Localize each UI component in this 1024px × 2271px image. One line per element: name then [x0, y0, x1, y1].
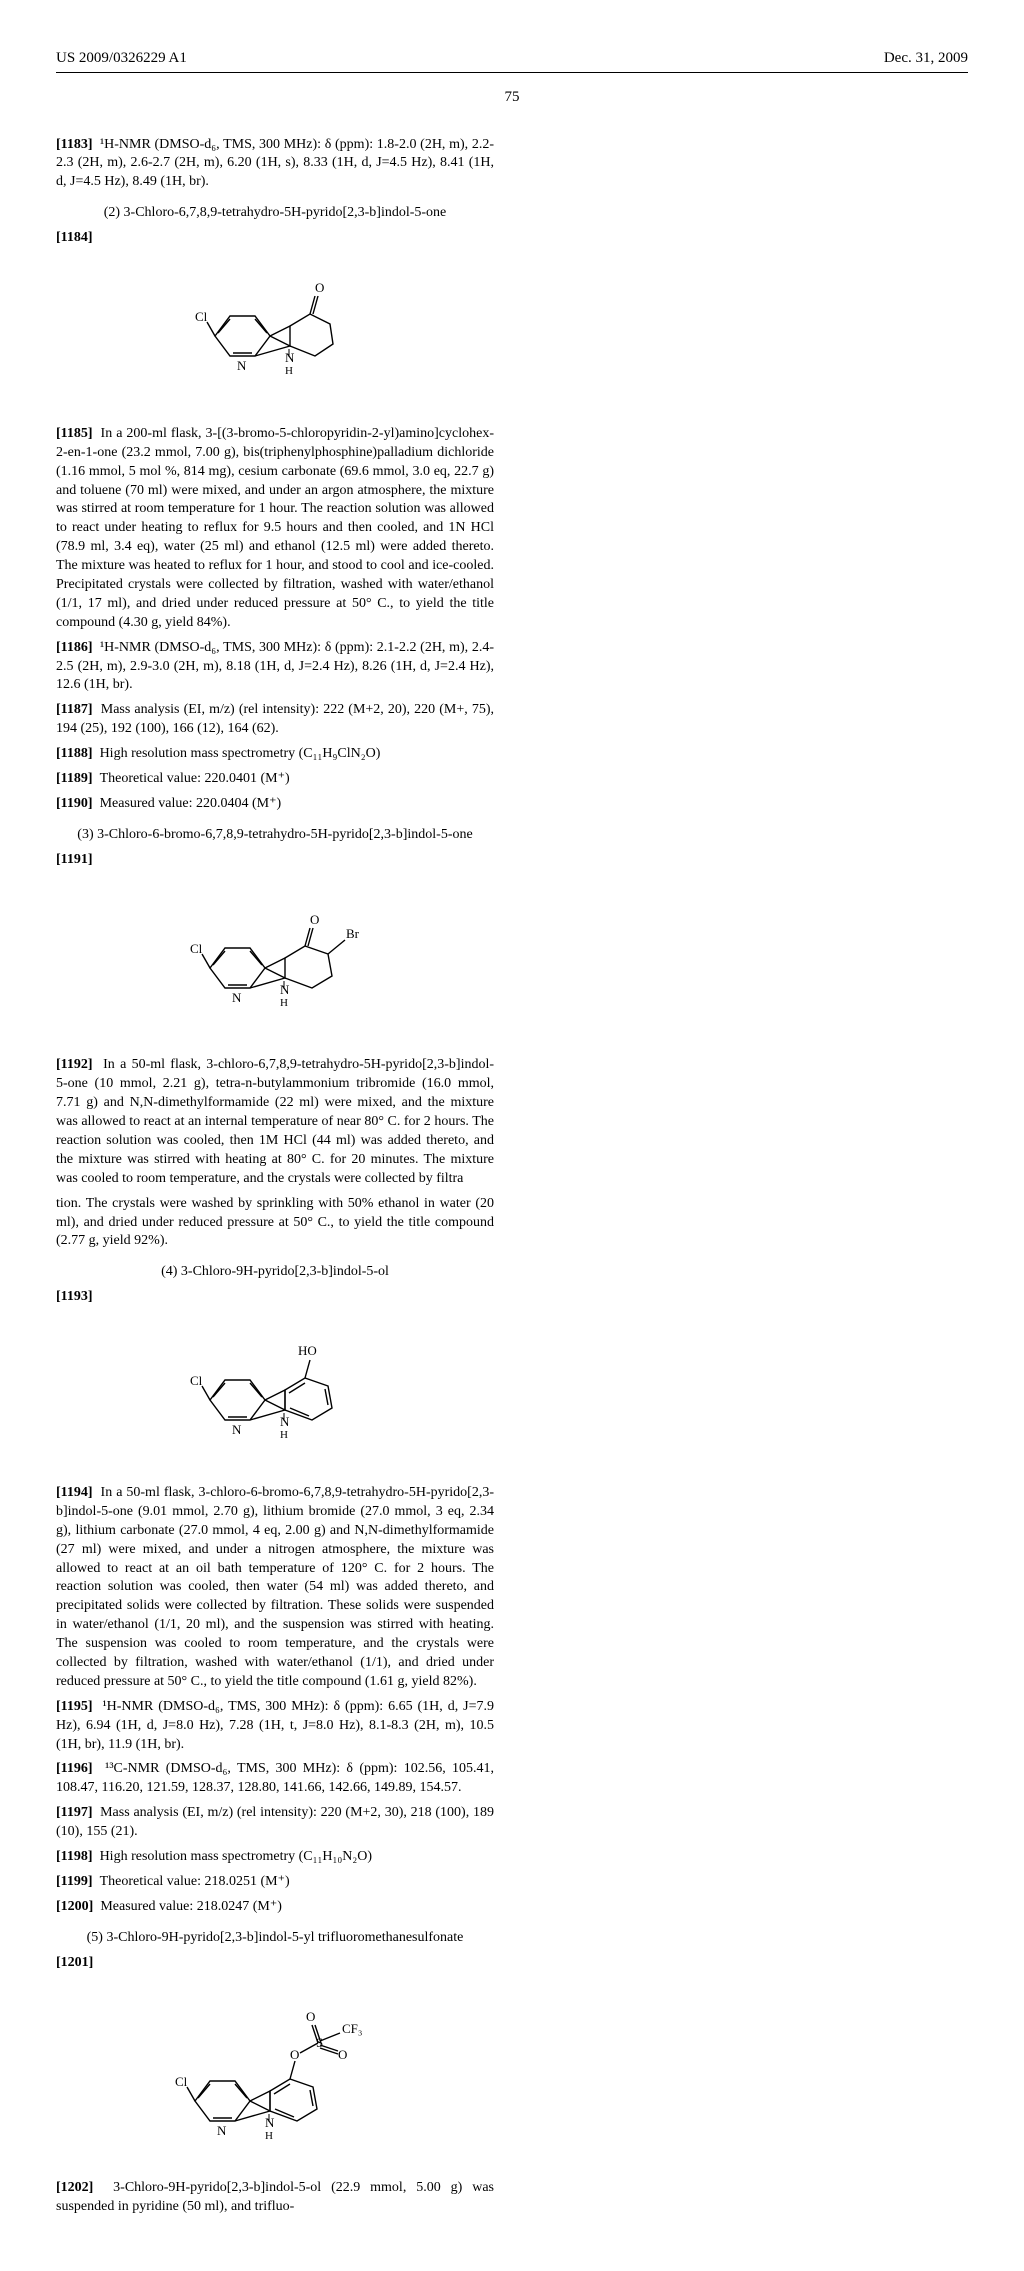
publication-date: Dec. 31, 2009: [884, 48, 968, 68]
para-text: In a 200-ml flask, 3-[(3-bromo-5-chlorop…: [56, 426, 494, 630]
page-number: 75: [56, 87, 968, 107]
para-num: [1188]: [56, 746, 93, 761]
para-1193: [1193]: [56, 1288, 494, 1307]
para-1188: [1188] High resolution mass spectrometry…: [56, 745, 494, 764]
para-num: [1199]: [56, 1874, 93, 1889]
para-text: ¹H-NMR (DMSO-d₆, TMS, 300 MHz): δ (ppm):…: [56, 1699, 494, 1752]
svg-text:H: H: [280, 997, 288, 1009]
svg-text:N: N: [280, 1414, 290, 1429]
structure-3: Cl N N H O Br: [56, 888, 494, 1035]
para-1186: [1186] ¹H-NMR (DMSO-d₆, TMS, 300 MHz): δ…: [56, 639, 494, 696]
para-num: [1201]: [56, 1955, 93, 1970]
para-num: [1193]: [56, 1289, 93, 1304]
para-num: [1184]: [56, 230, 93, 245]
svg-text:Cl: Cl: [190, 1373, 203, 1388]
content-columns: [1183] ¹H-NMR (DMSO-d₆, TMS, 300 MHz): δ…: [56, 136, 968, 2224]
compound-title-4: (4) 3-Chloro-9H-pyrido[2,3-b]indol-5-ol: [56, 1263, 494, 1282]
para-text: High resolution mass spectrometry (C₁₁H₉…: [100, 746, 381, 761]
para-num: [1186]: [56, 640, 93, 655]
para-num: [1202]: [56, 2180, 93, 2195]
svg-text:H: H: [280, 1429, 288, 1441]
para-1183: [1183] ¹H-NMR (DMSO-d₆, TMS, 300 MHz): δ…: [56, 136, 494, 193]
svg-text:Cl: Cl: [175, 2074, 188, 2089]
compound-title-5: (5) 3-Chloro-9H-pyrido[2,3-b]indol-5-yl …: [56, 1929, 494, 1948]
para-text: Mass analysis (EI, m/z) (rel intensity):…: [56, 1805, 494, 1839]
compound-title-3: (3) 3-Chloro-6-bromo-6,7,8,9-tetrahydro-…: [56, 826, 494, 845]
para-1199: [1199] Theoretical value: 218.0251 (M⁺): [56, 1873, 494, 1892]
svg-text:O: O: [306, 2009, 315, 2024]
svg-text:Cl: Cl: [195, 309, 208, 324]
svg-text:N: N: [265, 2115, 275, 2130]
para-1200: [1200] Measured value: 218.0247 (M⁺): [56, 1898, 494, 1917]
para-num: [1190]: [56, 796, 93, 811]
para-num: [1196]: [56, 1761, 93, 1776]
svg-text:N: N: [232, 1422, 242, 1437]
para-1201: [1201]: [56, 1954, 494, 1973]
svg-text:S: S: [316, 2035, 323, 2050]
svg-text:N: N: [237, 358, 247, 373]
para-text: In a 50-ml flask, 3-chloro-6-bromo-6,7,8…: [56, 1485, 494, 1689]
svg-text:N: N: [280, 982, 290, 997]
para-num: [1194]: [56, 1485, 93, 1500]
para-num: [1191]: [56, 852, 93, 867]
para-1195: [1195] ¹H-NMR (DMSO-d₆, TMS, 300 MHz): δ…: [56, 1698, 494, 1755]
svg-text:O: O: [338, 2047, 347, 2062]
structure-2: Cl N N H O: [56, 266, 494, 403]
para-text: Theoretical value: 220.0401 (M⁺): [100, 771, 290, 786]
page-header: US 2009/0326229 A1 Dec. 31, 2009: [56, 48, 968, 68]
svg-text:Br: Br: [346, 926, 360, 941]
para-num: [1195]: [56, 1699, 93, 1714]
para-text: Mass analysis (EI, m/z) (rel intensity):…: [56, 702, 494, 736]
para-1185: [1185] In a 200-ml flask, 3-[(3-bromo-5-…: [56, 425, 494, 633]
para-text: Measured value: 220.0404 (M⁺): [100, 796, 282, 811]
svg-text:O: O: [315, 280, 324, 295]
para-1191: [1191]: [56, 851, 494, 870]
para-num: [1198]: [56, 1849, 93, 1864]
svg-text:H: H: [265, 2130, 273, 2142]
para-1194: [1194] In a 50-ml flask, 3-chloro-6-brom…: [56, 1484, 494, 1692]
svg-text:CF₃: CF₃: [342, 2021, 362, 2036]
para-text: ¹H-NMR (DMSO-d₆, TMS, 300 MHz): δ (ppm):…: [56, 137, 494, 190]
para-num: [1200]: [56, 1899, 93, 1914]
para-1189: [1189] Theoretical value: 220.0401 (M⁺): [56, 770, 494, 789]
svg-text:HO: HO: [298, 1343, 317, 1358]
para-num: [1187]: [56, 702, 93, 717]
para-num: [1189]: [56, 771, 93, 786]
para-1192-cont: tion. The crystals were washed by sprink…: [56, 1195, 494, 1252]
para-1190: [1190] Measured value: 220.0404 (M⁺): [56, 795, 494, 814]
para-num: [1183]: [56, 137, 93, 152]
para-1192: [1192] In a 50-ml flask, 3-chloro-6,7,8,…: [56, 1056, 494, 1188]
structure-5: Cl N N H O S O O CF₃: [56, 1991, 494, 2158]
para-1187: [1187] Mass analysis (EI, m/z) (rel inte…: [56, 701, 494, 739]
para-1184: [1184]: [56, 229, 494, 248]
para-text: High resolution mass spectrometry (C₁₁H₁…: [100, 1849, 372, 1864]
svg-text:N: N: [232, 990, 242, 1005]
svg-text:N: N: [285, 350, 295, 365]
svg-text:O: O: [290, 2047, 299, 2062]
para-num: [1192]: [56, 1057, 93, 1072]
para-text: Theoretical value: 218.0251 (M⁺): [100, 1874, 290, 1889]
svg-text:O: O: [310, 912, 319, 927]
svg-text:H: H: [285, 365, 293, 377]
para-text: ¹H-NMR (DMSO-d₆, TMS, 300 MHz): δ (ppm):…: [56, 640, 494, 693]
para-num: [1197]: [56, 1805, 93, 1820]
para-1197: [1197] Mass analysis (EI, m/z) (rel inte…: [56, 1804, 494, 1842]
para-text: In a 50-ml flask, 3-chloro-6,7,8,9-tetra…: [56, 1057, 494, 1185]
svg-text:N: N: [217, 2123, 227, 2138]
publication-number: US 2009/0326229 A1: [56, 48, 187, 68]
para-text: ¹³C-NMR (DMSO-d₆, TMS, 300 MHz): δ (ppm)…: [56, 1761, 494, 1795]
para-1202: [1202] 3-Chloro-9H-pyrido[2,3-b]indol-5-…: [56, 2179, 494, 2217]
para-text: Measured value: 218.0247 (M⁺): [100, 1899, 282, 1914]
para-1198: [1198] High resolution mass spectrometry…: [56, 1848, 494, 1867]
para-1196: [1196] ¹³C-NMR (DMSO-d₆, TMS, 300 MHz): …: [56, 1760, 494, 1798]
header-rule: [56, 72, 968, 73]
compound-title-2: (2) 3-Chloro-6,7,8,9-tetrahydro-5H-pyrid…: [56, 204, 494, 223]
para-text: 3-Chloro-9H-pyrido[2,3-b]indol-5-ol (22.…: [56, 2180, 494, 2214]
structure-4: Cl N N H HO: [56, 1325, 494, 1462]
para-num: [1185]: [56, 426, 93, 441]
svg-text:Cl: Cl: [190, 941, 203, 956]
